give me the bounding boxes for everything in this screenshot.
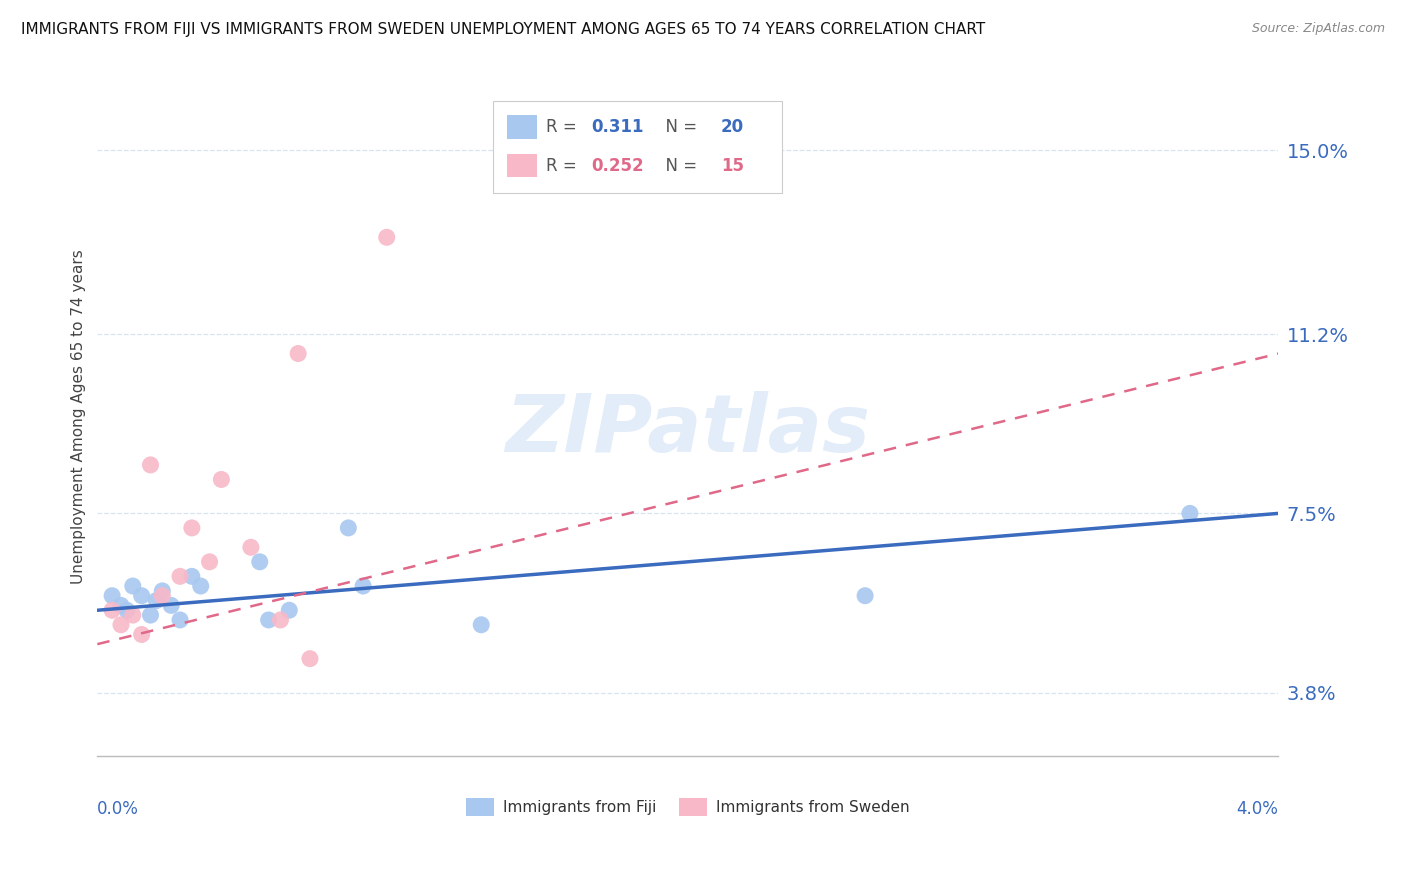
Point xyxy=(198,555,221,569)
Point xyxy=(139,608,162,623)
Point xyxy=(278,603,301,617)
Point xyxy=(139,458,162,472)
Point xyxy=(145,593,167,607)
Point xyxy=(190,579,212,593)
Point xyxy=(375,230,398,244)
Point xyxy=(209,473,232,487)
Text: 20: 20 xyxy=(721,118,744,136)
Text: 15: 15 xyxy=(721,157,744,175)
Point xyxy=(110,617,132,632)
Text: 4.0%: 4.0% xyxy=(1237,799,1278,818)
Text: N =: N = xyxy=(655,118,702,136)
Text: IMMIGRANTS FROM FIJI VS IMMIGRANTS FROM SWEDEN UNEMPLOYMENT AMONG AGES 65 TO 74 : IMMIGRANTS FROM FIJI VS IMMIGRANTS FROM … xyxy=(21,22,986,37)
Point xyxy=(180,569,202,583)
Text: 0.311: 0.311 xyxy=(591,118,644,136)
Point xyxy=(337,521,360,535)
Point xyxy=(115,603,138,617)
Text: 0.252: 0.252 xyxy=(591,157,644,175)
Point xyxy=(1178,507,1201,521)
Text: N =: N = xyxy=(655,157,702,175)
Point xyxy=(121,579,143,593)
Point xyxy=(131,627,153,641)
Y-axis label: Unemployment Among Ages 65 to 74 years: Unemployment Among Ages 65 to 74 years xyxy=(72,249,86,584)
Legend: Immigrants from Fiji, Immigrants from Sweden: Immigrants from Fiji, Immigrants from Sw… xyxy=(460,792,915,822)
Point xyxy=(352,579,374,593)
Text: R =: R = xyxy=(546,157,582,175)
Point xyxy=(180,521,202,535)
Point xyxy=(287,346,309,360)
Point xyxy=(150,589,173,603)
Point xyxy=(169,569,191,583)
FancyBboxPatch shape xyxy=(494,101,782,193)
Text: Source: ZipAtlas.com: Source: ZipAtlas.com xyxy=(1251,22,1385,36)
Text: ZIPatlas: ZIPatlas xyxy=(505,391,870,469)
Point xyxy=(101,589,124,603)
Point xyxy=(298,651,321,665)
Point xyxy=(470,617,492,632)
Point xyxy=(853,589,876,603)
Bar xyxy=(508,115,537,139)
Point xyxy=(131,589,153,603)
Bar xyxy=(508,153,537,178)
Point xyxy=(239,541,262,555)
Point xyxy=(121,608,143,623)
Point xyxy=(150,583,173,598)
Point xyxy=(101,603,124,617)
Point xyxy=(160,599,183,613)
Point xyxy=(169,613,191,627)
Text: 0.0%: 0.0% xyxy=(97,799,139,818)
Point xyxy=(257,613,280,627)
Point xyxy=(269,613,291,627)
Text: R =: R = xyxy=(546,118,582,136)
Point xyxy=(110,599,132,613)
Point xyxy=(249,555,271,569)
